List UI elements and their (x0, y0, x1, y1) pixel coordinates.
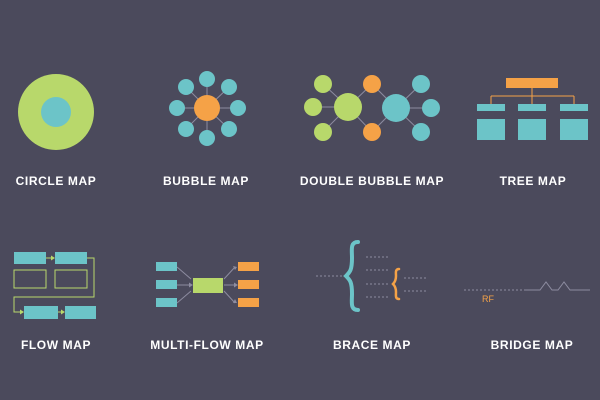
multi-flow-map-graphic (156, 262, 259, 307)
multi-flow-map-effects (238, 262, 259, 307)
bridge-map: RF BRIDGE MAP (450, 200, 600, 400)
flow-map-arrowheads (20, 255, 65, 315)
brace-map-sub-brace (391, 267, 401, 301)
tree-map-branches (490, 88, 575, 104)
bubble-map-graphic (169, 71, 246, 146)
brace-map-label: BRACE MAP (332, 338, 412, 352)
brace-map-graphic (316, 240, 428, 312)
flow-map-step-headers (14, 252, 87, 264)
circle-map-graphic (18, 74, 94, 150)
tree-map-details (477, 119, 588, 140)
brace-map-main-brace (343, 240, 360, 312)
circle-map: CIRCLE MAP (0, 0, 150, 200)
double-bubble-map-graphic (304, 75, 440, 141)
circle-map-inner-circle (41, 97, 71, 127)
double-bubble-map-left-center (334, 93, 362, 121)
double-bubble-map-left-attributes (304, 75, 332, 141)
brace-map-subparts (404, 277, 428, 292)
brace-map: BRACE MAP (300, 200, 450, 400)
bubble-map-satellites (169, 71, 246, 146)
tree-map-categories (477, 104, 588, 111)
flow-map-graphic (13, 252, 96, 319)
multi-flow-map-label: MULTI-FLOW MAP (150, 338, 264, 352)
double-bubble-map-right-center (382, 94, 410, 122)
brace-map-parts (366, 256, 390, 298)
tree-map: TREE MAP (450, 0, 600, 200)
multi-flow-map-cause-arrows (176, 266, 192, 304)
bridge-map-label: BRIDGE MAP (490, 338, 574, 352)
double-bubble-map-shared-attributes (363, 75, 381, 141)
flow-map-substeps (13, 269, 88, 289)
multi-flow-map-causes (156, 262, 177, 307)
double-bubble-map-right-attributes (412, 75, 440, 141)
tree-map-label: TREE MAP (499, 174, 567, 188)
multi-flow-map-arrowheads (189, 266, 238, 303)
tree-map-graphic (477, 78, 588, 140)
flow-map-label: FLOW MAP (20, 338, 92, 352)
multi-flow-map-event (193, 278, 223, 293)
bridge-map-bridge-line (526, 281, 590, 291)
tree-map-root (506, 78, 558, 88)
bridge-map-graphic: RF (464, 281, 590, 304)
bubble-map: BUBBLE MAP (150, 0, 300, 200)
flow-map-connectors (13, 257, 95, 313)
bubble-map-label: BUBBLE MAP (163, 174, 249, 188)
multi-flow-map: MULTI-FLOW MAP (150, 200, 300, 400)
flow-map-steps (24, 306, 96, 319)
flow-map: FLOW MAP (0, 200, 150, 400)
circle-map-label: CIRCLE MAP (15, 174, 97, 188)
double-bubble-map: DOUBLE BUBBLE MAP (300, 0, 450, 200)
bubble-map-center (194, 95, 220, 121)
double-bubble-map-label: DOUBLE BUBBLE MAP (299, 174, 445, 188)
bridge-map-rf-label: RF (482, 294, 494, 304)
multi-flow-map-effect-arrows (223, 266, 236, 304)
